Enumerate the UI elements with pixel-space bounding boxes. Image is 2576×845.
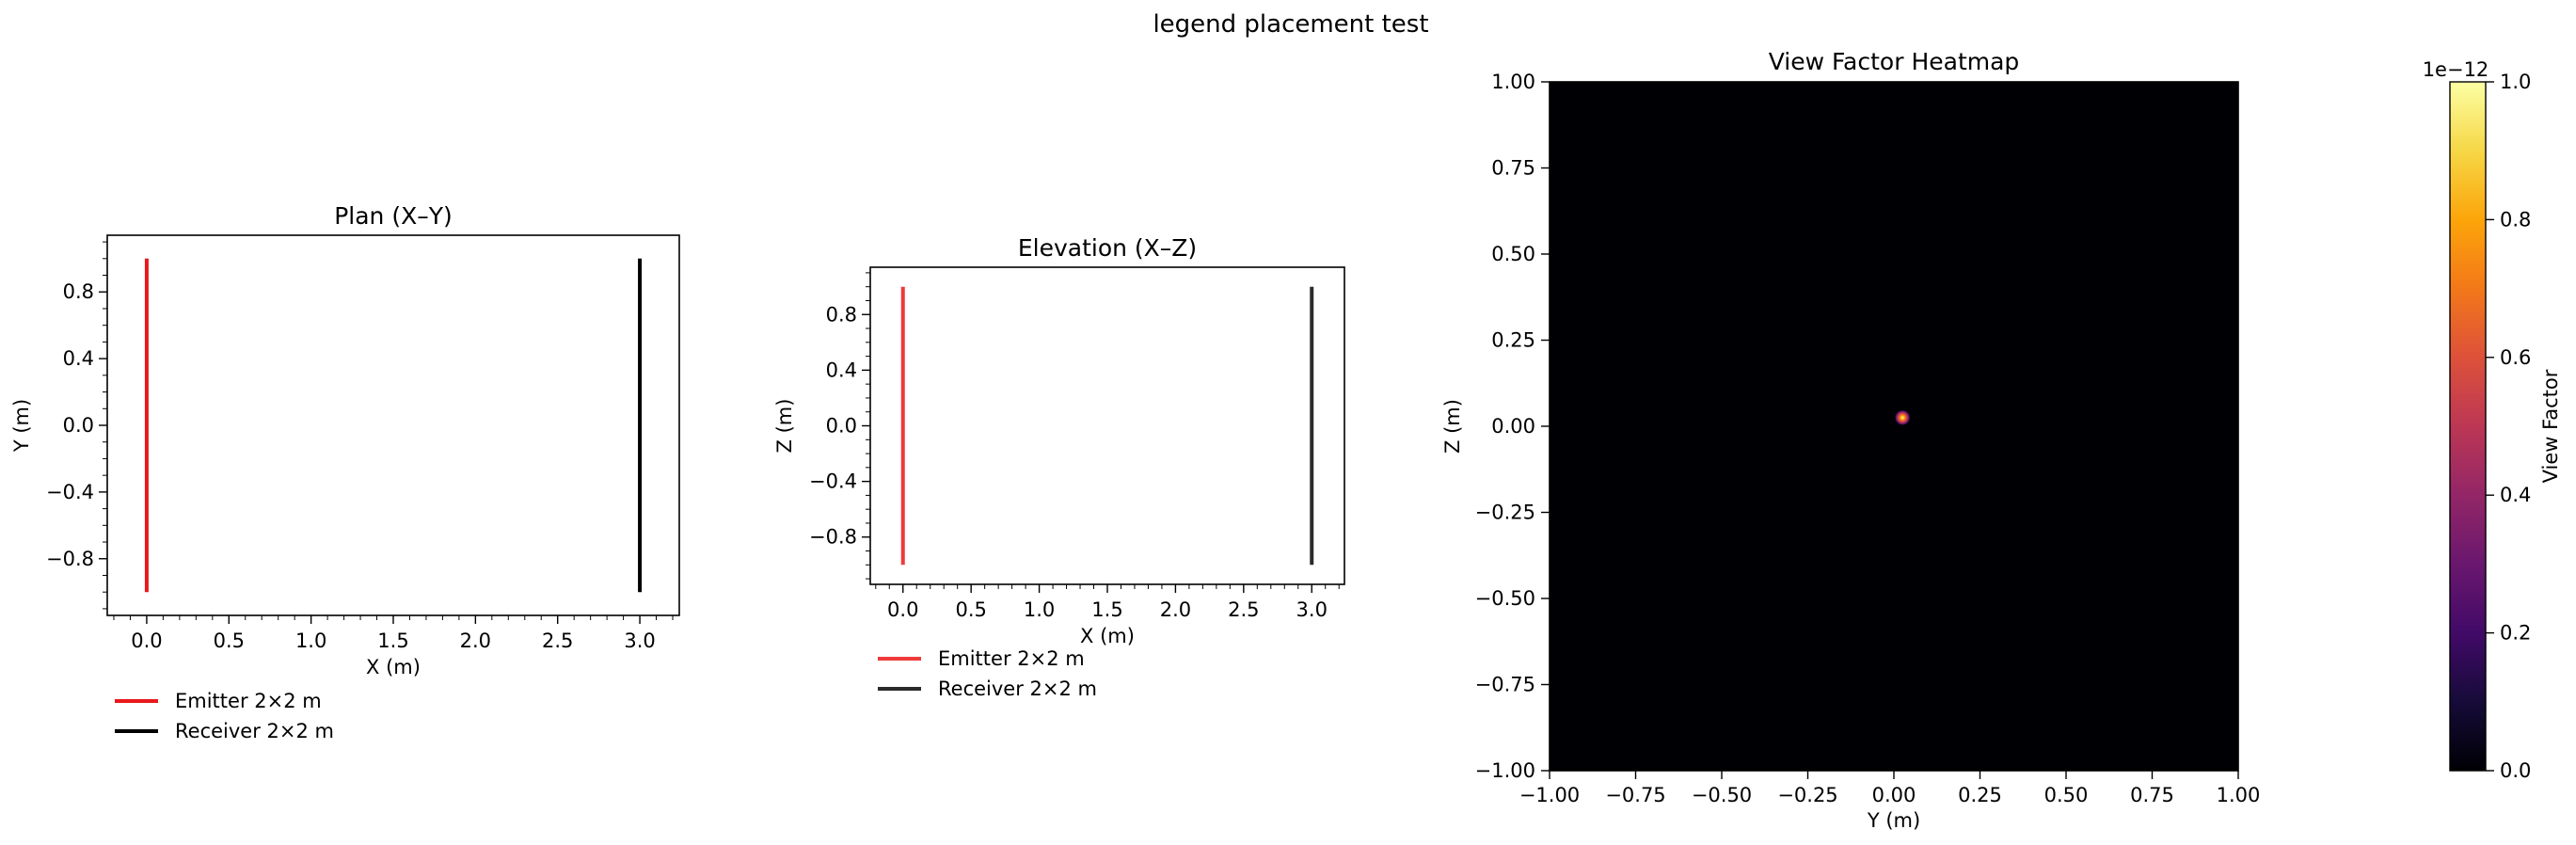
- y-tick-label: −0.4: [46, 481, 94, 503]
- y-tick-label: 0.8: [63, 280, 94, 303]
- y-axis-label: Z (m): [773, 399, 796, 454]
- legend-label: Receiver 2×2 m: [938, 678, 1097, 700]
- y-tick-label: −1.00: [1475, 759, 1535, 782]
- view-factor-heatmap-panel: −1.00 −0.75 −0.50 −0.25 0.00 0.25 0.50 0.75 1.00…: [1441, 48, 2260, 832]
- x-tick-label: 1.0: [1024, 598, 1055, 621]
- plan-xy-panel: 0.0 0.5 1.0 1.5 2.0 2.5 3.0 −0.8 −0.4 0.0 0.4 0.8 Pl…: [10, 202, 680, 742]
- y-tick-label: 0.0: [63, 414, 94, 437]
- y-tick-label: −0.8: [46, 548, 94, 570]
- elevation-xz-panel: 0.0 0.5 1.0 1.5 2.0 2.5 3.0 −0.8 −0.4 0.0 0.4 0.8 El…: [773, 234, 1345, 700]
- x-tick-label: 2.0: [460, 630, 491, 652]
- colorbar-bar: [2449, 81, 2487, 772]
- y-tick-label: −0.8: [809, 526, 857, 549]
- x-tick-label: 3.0: [624, 630, 655, 652]
- y-tick-label: −0.4: [809, 470, 857, 493]
- x-axis-label: X (m): [366, 656, 421, 678]
- x-tick-label: −0.75: [1605, 784, 1665, 806]
- axes-title: View Factor Heatmap: [1769, 48, 2020, 75]
- x-axis-label: X (m): [1080, 625, 1135, 647]
- colorbar-label: View Factor: [2539, 369, 2562, 483]
- view-factor-colorbar: 0.0 0.2 0.4 0.6 0.8 1.0 1e−12 View Factor: [2423, 58, 2562, 782]
- x-tick-label: 1.00: [2217, 784, 2261, 806]
- x-tick-label: 0.0: [131, 630, 162, 652]
- y-tick-label: 0.0: [826, 415, 857, 438]
- view-factor-hotspot: [1895, 409, 1911, 425]
- x-tick-label: 2.5: [1228, 598, 1259, 621]
- x-tick-label: 2.5: [542, 630, 573, 652]
- y-tick-label: 0.75: [1491, 157, 1535, 180]
- y-tick-label: 0.50: [1491, 243, 1535, 265]
- x-axis-label: Y (m): [1867, 809, 1920, 832]
- x-tick-label: 1.5: [1091, 598, 1122, 621]
- y-axis-label: Z (m): [1441, 399, 1464, 454]
- colorbar-tick-label: 0.4: [2500, 484, 2531, 506]
- colorbar-tick-label: 1.0: [2500, 71, 2531, 93]
- y-tick-label: 0.25: [1491, 329, 1535, 352]
- colorbar-offset-text: 1e−12: [2423, 58, 2489, 81]
- x-tick-label: 1.0: [295, 630, 326, 652]
- y-tick-label: 0.4: [826, 359, 857, 381]
- x-tick-label: 2.0: [1160, 598, 1191, 621]
- x-tick-label: 0.5: [955, 598, 986, 621]
- x-tick-label: 0.75: [2130, 784, 2174, 806]
- x-tick-label: 0.25: [1958, 784, 2002, 806]
- x-tick-label: 3.0: [1296, 598, 1328, 621]
- x-tick-label: −1.00: [1519, 784, 1580, 806]
- x-tick-label: −0.50: [1692, 784, 1752, 806]
- legend-label: Emitter 2×2 m: [175, 690, 322, 712]
- y-tick-label: 0.00: [1491, 415, 1535, 438]
- x-tick-label: 0.00: [1872, 784, 1916, 806]
- figure-suptitle: legend placement test: [1153, 10, 1428, 39]
- axes-title: Plan (X–Y): [334, 202, 453, 230]
- x-tick-label: 0.0: [887, 598, 918, 621]
- axes-title: Elevation (X–Z): [1018, 234, 1197, 262]
- x-tick-label: 1.5: [377, 630, 408, 652]
- colorbar-tick-label: 0.0: [2500, 759, 2531, 782]
- y-tick-label: −0.50: [1475, 587, 1535, 610]
- y-tick-label: 1.00: [1491, 71, 1535, 93]
- colorbar-tick-label: 0.2: [2500, 622, 2531, 645]
- colorbar-tick-label: 0.6: [2500, 346, 2531, 369]
- y-tick-label: −0.75: [1475, 674, 1535, 696]
- axes-frame: [106, 234, 680, 616]
- y-tick-label: 0.8: [826, 303, 857, 326]
- legend-label: Receiver 2×2 m: [175, 720, 334, 742]
- axes-frame: [869, 266, 1345, 585]
- y-tick-label: −0.25: [1475, 502, 1535, 524]
- x-tick-label: 0.50: [2044, 784, 2089, 806]
- heatmap-background: [1550, 82, 2238, 771]
- legend-label: Emitter 2×2 m: [938, 647, 1085, 670]
- y-axis-label: Y (m): [10, 399, 33, 453]
- y-tick-label: 0.4: [63, 347, 94, 370]
- x-tick-label: −0.25: [1777, 784, 1837, 806]
- x-tick-label: 0.5: [214, 630, 245, 652]
- colorbar-tick-label: 0.8: [2500, 208, 2531, 231]
